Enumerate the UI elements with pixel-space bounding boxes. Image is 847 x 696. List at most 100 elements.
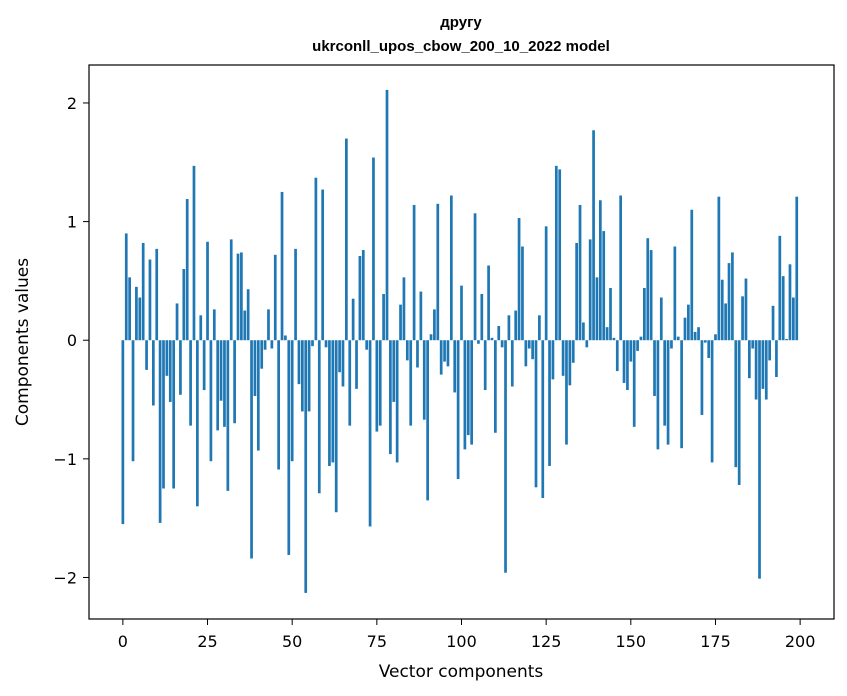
bar bbox=[517, 218, 521, 341]
bar bbox=[629, 340, 633, 362]
bar bbox=[483, 340, 487, 391]
bar bbox=[792, 297, 795, 341]
bar bbox=[636, 340, 639, 351]
bar bbox=[449, 195, 453, 341]
bar bbox=[412, 204, 416, 341]
bar bbox=[795, 196, 799, 341]
bar bbox=[443, 340, 446, 362]
bar bbox=[240, 252, 243, 341]
chart-subtitle: ukrconll_upos_cbow_200_10_2022 model bbox=[312, 38, 610, 55]
bar bbox=[233, 340, 236, 424]
bar bbox=[524, 340, 528, 367]
bar bbox=[490, 337, 494, 341]
bar bbox=[402, 277, 406, 341]
bar bbox=[676, 336, 680, 341]
bar bbox=[487, 265, 490, 341]
bar bbox=[141, 242, 145, 341]
bar bbox=[338, 340, 341, 373]
bar bbox=[598, 200, 602, 341]
bar bbox=[334, 340, 338, 513]
bar bbox=[168, 340, 172, 402]
bar bbox=[311, 340, 314, 347]
bar bbox=[385, 89, 389, 341]
bar bbox=[277, 340, 280, 470]
bar bbox=[571, 340, 575, 363]
bar bbox=[368, 340, 372, 527]
bar bbox=[331, 340, 335, 463]
bar bbox=[405, 340, 409, 361]
bar bbox=[626, 340, 629, 391]
bar bbox=[365, 340, 369, 350]
bar bbox=[321, 189, 325, 341]
bar bbox=[246, 289, 250, 341]
bar bbox=[615, 340, 619, 372]
bar bbox=[209, 340, 213, 462]
bar bbox=[162, 340, 165, 489]
bar bbox=[548, 340, 551, 466]
bar bbox=[497, 325, 501, 341]
bar bbox=[399, 304, 402, 341]
bar bbox=[395, 340, 399, 463]
bar bbox=[527, 340, 531, 349]
bars-group bbox=[121, 89, 799, 593]
bar bbox=[521, 246, 524, 341]
bar bbox=[741, 296, 744, 341]
bar bbox=[693, 331, 697, 341]
bar bbox=[534, 340, 538, 488]
bar bbox=[646, 238, 650, 341]
bar bbox=[456, 340, 460, 480]
x-tick-label: 0 bbox=[118, 632, 128, 651]
bar bbox=[558, 169, 562, 341]
bar bbox=[737, 340, 741, 485]
bar bbox=[480, 293, 484, 341]
x-tick-label: 25 bbox=[197, 632, 217, 651]
bar bbox=[592, 130, 595, 341]
bar bbox=[643, 288, 646, 341]
bar bbox=[270, 340, 274, 349]
bar bbox=[551, 340, 555, 380]
bar bbox=[182, 269, 186, 341]
bar bbox=[294, 248, 297, 341]
bar bbox=[378, 340, 382, 426]
bar bbox=[544, 226, 548, 341]
bar bbox=[710, 340, 714, 463]
bar bbox=[758, 340, 761, 579]
bar bbox=[463, 340, 467, 450]
bar bbox=[189, 340, 192, 426]
bar bbox=[138, 297, 142, 341]
bar bbox=[341, 340, 345, 387]
bar bbox=[690, 209, 694, 341]
bar bbox=[504, 340, 507, 573]
bar bbox=[619, 195, 623, 341]
bar bbox=[609, 288, 612, 341]
bar bbox=[541, 340, 545, 498]
x-tick-label: 50 bbox=[282, 632, 302, 651]
bar bbox=[473, 213, 477, 341]
bar bbox=[372, 157, 375, 341]
bar bbox=[717, 196, 721, 341]
bar bbox=[436, 203, 440, 341]
bar bbox=[781, 276, 785, 341]
bar bbox=[622, 340, 626, 383]
bar bbox=[287, 340, 291, 555]
bar bbox=[179, 340, 182, 395]
bar bbox=[768, 340, 772, 361]
bar bbox=[446, 340, 450, 367]
bar bbox=[727, 263, 731, 341]
bar bbox=[439, 340, 443, 375]
bar bbox=[426, 340, 429, 501]
bar bbox=[226, 340, 230, 491]
bar bbox=[175, 303, 179, 341]
bar bbox=[216, 340, 220, 431]
bar bbox=[131, 340, 135, 462]
bar bbox=[588, 239, 592, 341]
bar bbox=[561, 340, 565, 376]
bar bbox=[673, 246, 677, 341]
bar bbox=[764, 340, 768, 400]
bar bbox=[345, 138, 348, 341]
bar bbox=[155, 248, 159, 341]
x-tick-label: 100 bbox=[446, 632, 477, 651]
bar bbox=[744, 278, 748, 341]
bar bbox=[351, 298, 355, 341]
